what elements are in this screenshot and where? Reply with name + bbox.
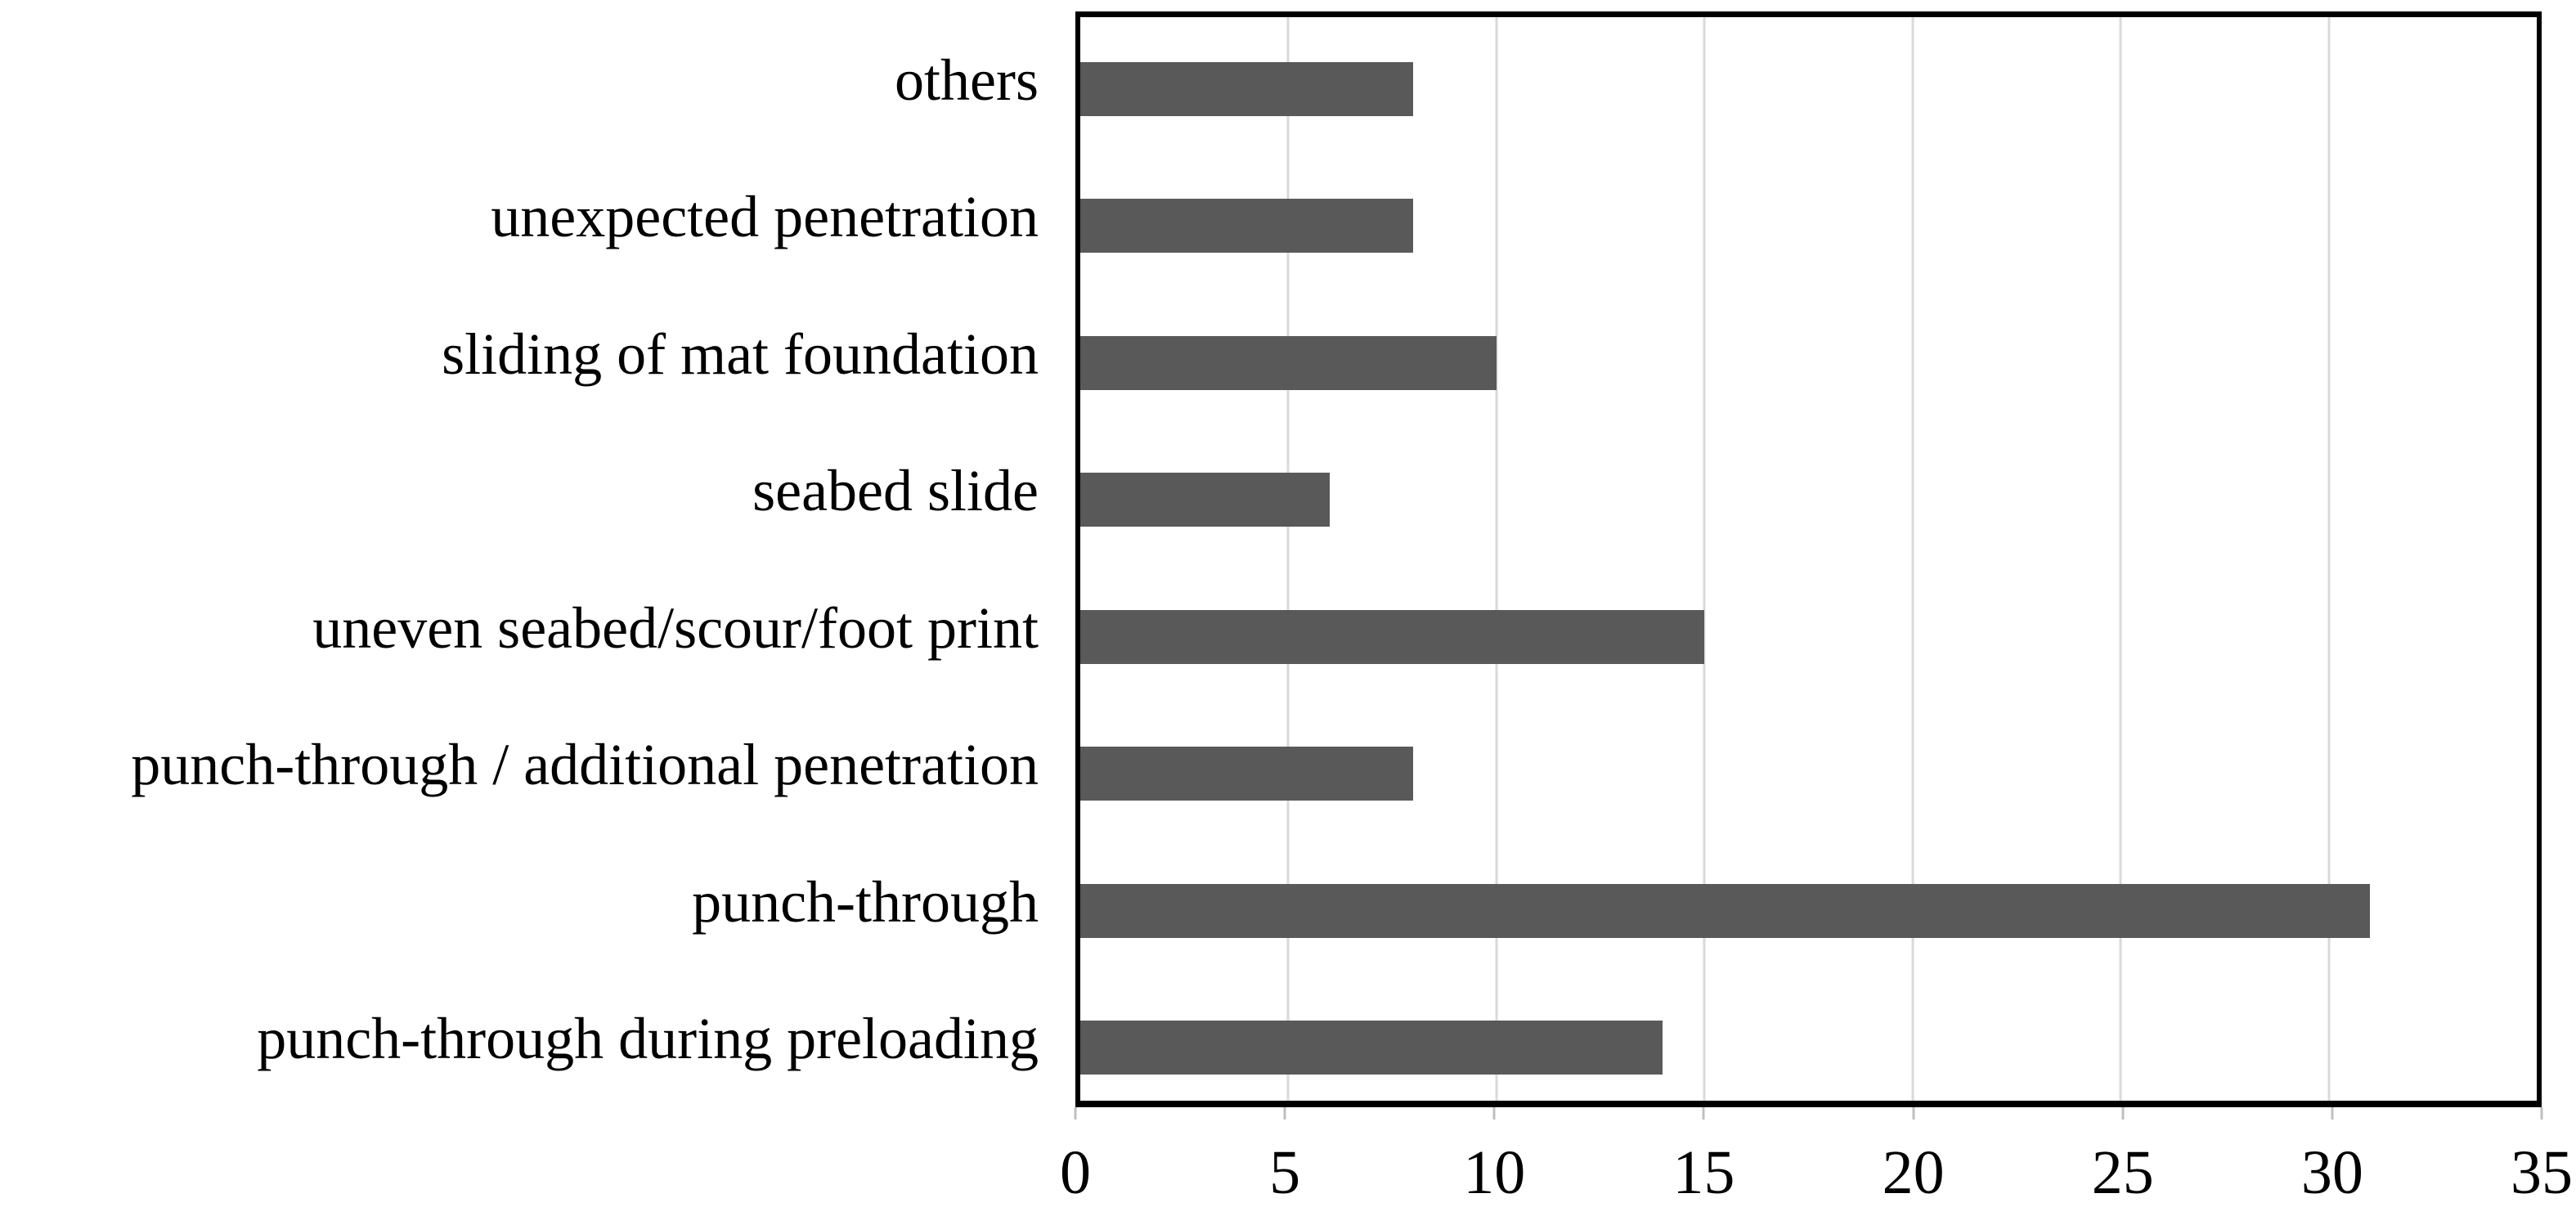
x-tick-mark: [1702, 1107, 1705, 1120]
x-tick-label: 0: [1060, 1138, 1091, 1207]
category-label: punch-through: [692, 868, 1039, 935]
gridline: [2119, 17, 2122, 1101]
bar-uneven-seabed-scour-foot-print: [1080, 609, 1705, 664]
bar-punch-through: [1080, 883, 2371, 938]
bar-others: [1080, 61, 1414, 116]
x-tick-mark: [1074, 1107, 1077, 1120]
gridline: [1286, 17, 1290, 1101]
x-tick-label: 30: [2300, 1138, 2363, 1207]
category-label: uneven seabed/scour/foot print: [312, 595, 1039, 661]
x-tick-label: 35: [2511, 1138, 2573, 1207]
x-tick-mark: [1912, 1107, 1915, 1120]
x-tick-mark: [2121, 1107, 2125, 1120]
x-tick-mark: [2331, 1107, 2334, 1120]
x-axis-tickmarks: [1074, 1107, 2543, 1120]
plot-area: [1075, 11, 2542, 1107]
gridline: [2327, 17, 2331, 1101]
x-tick-label: 5: [1269, 1138, 1301, 1207]
x-tick-mark: [1283, 1107, 1286, 1120]
plot-grid: [1080, 17, 2537, 1101]
x-tick-label: 10: [1463, 1138, 1526, 1207]
x-axis: 0 5 10 15 20 25 30 35: [1060, 1138, 2573, 1207]
x-tick-mark: [2540, 1107, 2543, 1120]
bar-seabed-slide: [1080, 473, 1331, 527]
x-tick-label: 25: [2091, 1138, 2154, 1207]
bar-sliding-of-mat-foundation: [1080, 335, 1497, 390]
gridline: [1911, 17, 1914, 1101]
category-label: punch-through / additional penetration: [131, 732, 1039, 798]
category-label: others: [895, 47, 1039, 113]
x-tick-label: 20: [1882, 1138, 1945, 1207]
category-axis: others unexpected penetration sliding of m…: [0, 11, 1039, 1107]
x-tick-label: 15: [1672, 1138, 1735, 1207]
gridline: [1495, 17, 1498, 1101]
category-label: punch-through during preloading: [257, 1006, 1039, 1072]
category-label: seabed slide: [752, 458, 1039, 524]
gridline: [1703, 17, 1706, 1101]
bar-punch-through-additional-penetration: [1080, 747, 1414, 801]
category-label: unexpected penetration: [491, 184, 1039, 250]
x-tick-mark: [1492, 1107, 1496, 1120]
bar-unexpected-penetration: [1080, 199, 1414, 254]
bar-punch-through-during-preloading: [1080, 1021, 1663, 1075]
category-label: sliding of mat foundation: [442, 321, 1039, 387]
